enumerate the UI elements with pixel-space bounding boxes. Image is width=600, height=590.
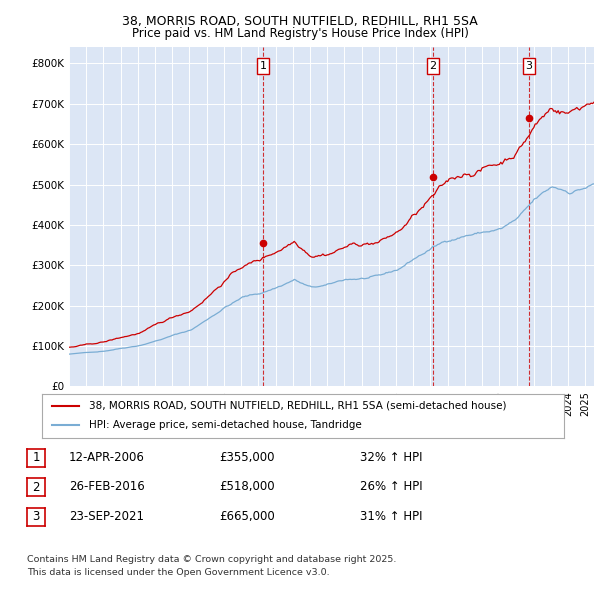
Text: £355,000: £355,000 — [219, 451, 275, 464]
Text: 1: 1 — [260, 61, 266, 71]
Text: 2: 2 — [32, 481, 40, 494]
Text: 1: 1 — [32, 451, 40, 464]
Text: £665,000: £665,000 — [219, 510, 275, 523]
Text: 26% ↑ HPI: 26% ↑ HPI — [360, 480, 422, 493]
Text: 31% ↑ HPI: 31% ↑ HPI — [360, 510, 422, 523]
Text: 2: 2 — [430, 61, 437, 71]
Text: 32% ↑ HPI: 32% ↑ HPI — [360, 451, 422, 464]
Text: HPI: Average price, semi-detached house, Tandridge: HPI: Average price, semi-detached house,… — [89, 421, 362, 430]
Text: 26-FEB-2016: 26-FEB-2016 — [69, 480, 145, 493]
Text: £518,000: £518,000 — [219, 480, 275, 493]
Text: 23-SEP-2021: 23-SEP-2021 — [69, 510, 144, 523]
Text: Contains HM Land Registry data © Crown copyright and database right 2025.: Contains HM Land Registry data © Crown c… — [27, 555, 397, 564]
Text: 3: 3 — [32, 510, 40, 523]
Text: 38, MORRIS ROAD, SOUTH NUTFIELD, REDHILL, RH1 5SA: 38, MORRIS ROAD, SOUTH NUTFIELD, REDHILL… — [122, 15, 478, 28]
Text: 38, MORRIS ROAD, SOUTH NUTFIELD, REDHILL, RH1 5SA (semi-detached house): 38, MORRIS ROAD, SOUTH NUTFIELD, REDHILL… — [89, 401, 506, 411]
Text: This data is licensed under the Open Government Licence v3.0.: This data is licensed under the Open Gov… — [27, 568, 329, 577]
Text: Price paid vs. HM Land Registry's House Price Index (HPI): Price paid vs. HM Land Registry's House … — [131, 27, 469, 40]
Text: 3: 3 — [526, 61, 533, 71]
Text: 12-APR-2006: 12-APR-2006 — [69, 451, 145, 464]
